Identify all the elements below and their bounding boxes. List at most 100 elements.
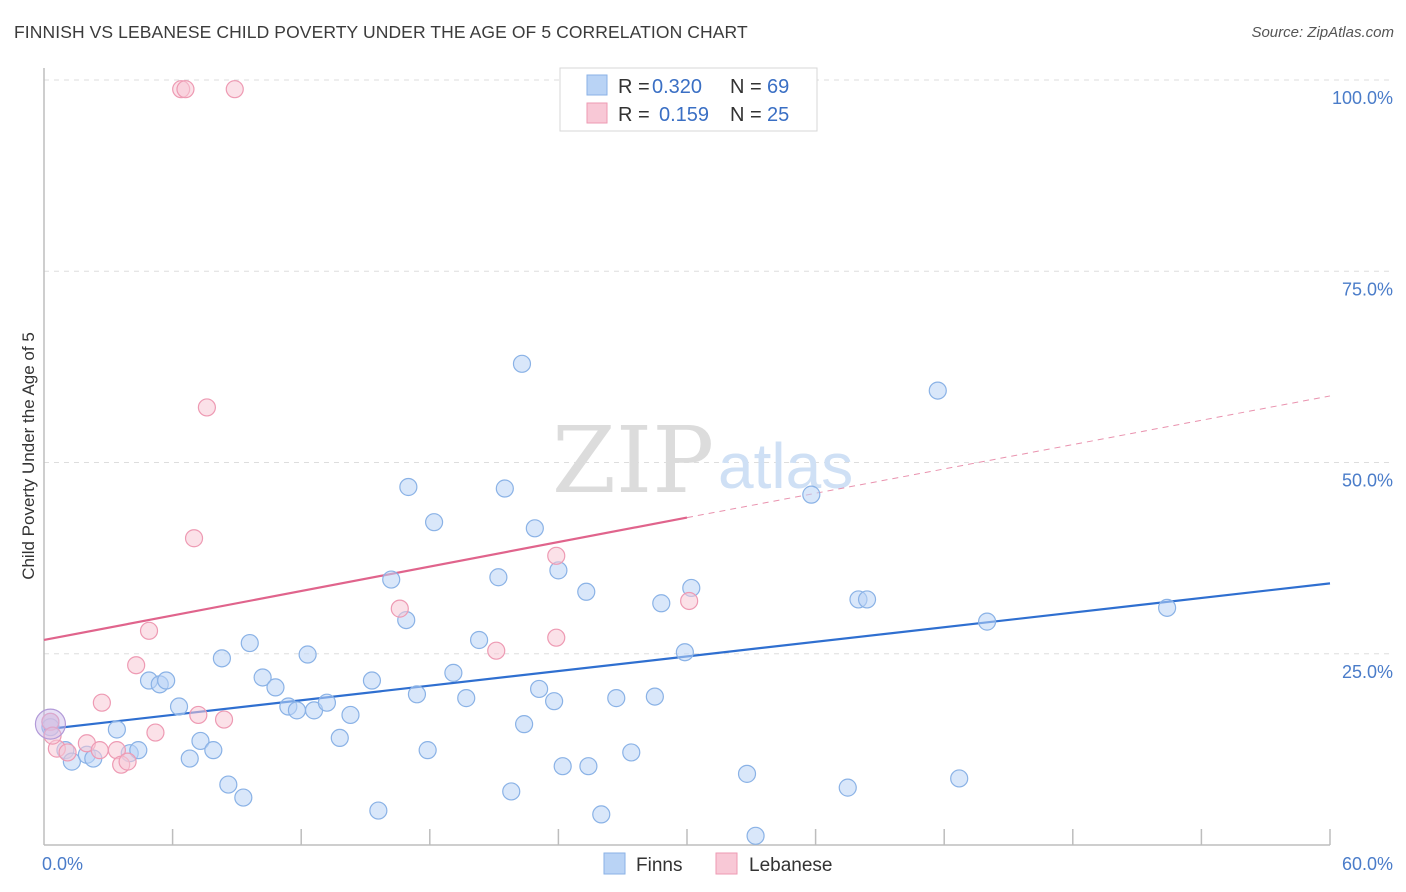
point-lebanese-23 xyxy=(680,591,699,611)
point-finns-29 xyxy=(369,801,388,820)
point-finns-44 xyxy=(525,519,544,538)
bottom-legend-swatch-finns xyxy=(603,852,626,875)
point-finns-17 xyxy=(234,788,253,807)
point-finns-35 xyxy=(424,513,444,532)
point-finns-30 xyxy=(382,570,401,589)
trend-line-lebanese xyxy=(43,516,688,642)
point-finns-5 xyxy=(107,720,126,739)
point-finns-37 xyxy=(457,689,476,708)
point-lebanese-8 xyxy=(118,752,137,771)
point-lebanese-11 xyxy=(146,723,165,742)
point-finns-50 xyxy=(579,757,598,776)
point-finns-39 xyxy=(489,568,508,587)
point-finns-22 xyxy=(287,701,307,720)
point-lebanese-16 xyxy=(197,398,216,417)
point-finns-18 xyxy=(240,633,259,653)
point-finns-49 xyxy=(577,582,596,601)
point-finns-66 xyxy=(977,612,997,631)
point-lebanese-2 xyxy=(58,743,77,762)
point-lebanese-5 xyxy=(92,693,111,712)
point-finns-61 xyxy=(838,778,857,797)
point-finns-13 xyxy=(191,731,210,751)
point-lebanese-13 xyxy=(176,80,195,99)
point-finns-19 xyxy=(253,668,272,687)
point-lebanese-24 xyxy=(43,726,62,745)
legend-r-value-lebanese: 0.159 xyxy=(659,104,709,126)
point-finns-15 xyxy=(212,649,231,668)
point-finns-25 xyxy=(317,693,337,712)
legend-box: R = 0.320 N = 69 R = 0.159 N = 25 xyxy=(559,67,818,132)
point-finns-23 xyxy=(298,645,317,664)
grid-lines xyxy=(44,79,1392,655)
source-credit: Source: ZipAtlas.com xyxy=(1251,24,1394,41)
watermark: ZIP atlas xyxy=(552,407,853,514)
bottom-legend-swatch-lebanese xyxy=(715,852,738,875)
y-tick-label-2: 75.0% xyxy=(1342,279,1393,299)
point-finns-67 xyxy=(1158,598,1177,617)
point-finns-10 xyxy=(157,671,176,690)
point-cluster-origin xyxy=(34,708,67,740)
point-finns-14 xyxy=(204,741,223,760)
point-finns-52 xyxy=(607,689,626,708)
x-tick-label-max: 60.0% xyxy=(1342,854,1393,874)
legend-r-label-finns: R = xyxy=(618,76,650,98)
point-finns-12 xyxy=(180,749,199,768)
point-finns-55 xyxy=(652,594,671,613)
point-lebanese-17 xyxy=(214,710,234,729)
bottom-legend-label-lebanese: Lebanese xyxy=(749,855,832,876)
y-tick-label-0: 25.0% xyxy=(1342,662,1393,682)
point-finns-28 xyxy=(362,671,382,690)
data-points xyxy=(34,80,1177,845)
legend-r-value-finns: 0.320 xyxy=(652,76,702,98)
point-finns-43 xyxy=(515,715,534,734)
point-finns-34 xyxy=(418,741,437,760)
bottom-legend-label-finns: Finns xyxy=(636,855,682,876)
legend-swatch-lebanese xyxy=(586,102,608,124)
point-finns-46 xyxy=(545,692,564,711)
point-lebanese-20 xyxy=(487,641,506,660)
legend-n-value-finns: 69 xyxy=(767,76,789,98)
point-finns-16 xyxy=(219,775,238,794)
x-tick-label-min: 0.0% xyxy=(42,854,83,874)
point-finns-38 xyxy=(469,630,489,650)
y-tick-label-3: 100.0% xyxy=(1332,88,1393,108)
point-finns-11 xyxy=(169,697,189,716)
y-tick-label-1: 50.0% xyxy=(1342,471,1393,491)
point-finns-56 xyxy=(675,643,694,662)
legend-n-label-lebanese: N = xyxy=(730,104,762,126)
point-lebanese-14 xyxy=(184,529,204,548)
point-finns-7 xyxy=(129,741,148,760)
point-finns-65 xyxy=(950,769,969,788)
point-finns-26 xyxy=(330,728,349,748)
point-lebanese-4 xyxy=(90,741,109,760)
watermark-atlas: atlas xyxy=(718,430,853,502)
point-lebanese-18 xyxy=(225,80,244,99)
legend-n-label-finns: N = xyxy=(730,76,762,98)
point-finns-27 xyxy=(341,705,360,725)
point-finns-59 xyxy=(746,826,765,845)
point-finns-63 xyxy=(857,590,877,609)
point-finns-20 xyxy=(266,678,285,697)
legend-n-value-lebanese: 25 xyxy=(767,104,789,126)
point-finns-40 xyxy=(495,479,514,498)
point-finns-53 xyxy=(622,743,641,762)
point-finns-64 xyxy=(928,381,947,400)
legend-swatch-finns xyxy=(586,74,608,96)
point-finns-45 xyxy=(530,679,549,699)
point-finns-51 xyxy=(592,805,611,824)
legend-r-label-lebanese: R = xyxy=(618,104,650,126)
point-lebanese-10 xyxy=(139,621,159,640)
point-finns-54 xyxy=(645,687,664,706)
point-lebanese-19 xyxy=(390,599,409,618)
point-finns-41 xyxy=(502,782,521,801)
point-finns-60 xyxy=(802,485,821,504)
point-lebanese-22 xyxy=(547,628,566,647)
point-finns-48 xyxy=(553,757,572,776)
point-finns-58 xyxy=(737,764,757,783)
point-finns-32 xyxy=(399,477,418,497)
point-finns-33 xyxy=(407,685,427,704)
point-lebanese-21 xyxy=(547,546,566,565)
y-axis-label: Child Poverty Under the Age of 5 xyxy=(19,332,38,580)
point-finns-36 xyxy=(444,663,463,682)
